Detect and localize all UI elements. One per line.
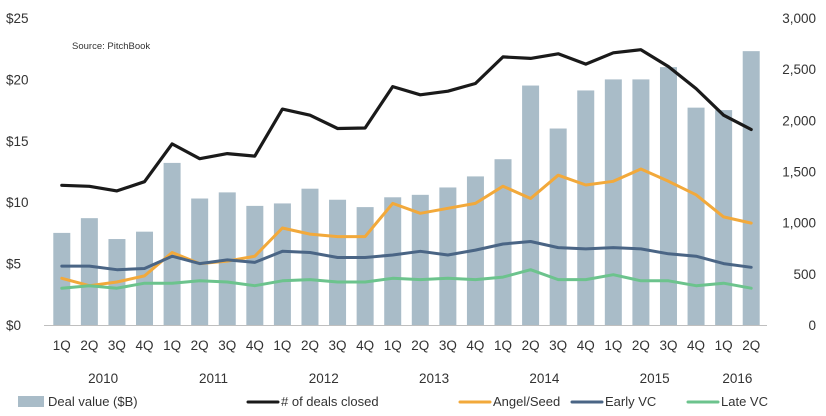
right-tick-label: 1,500 — [782, 165, 816, 180]
quarter-label: 2Q — [411, 338, 429, 353]
left-tick-label: $0 — [6, 318, 21, 333]
left-tick-label: $5 — [6, 257, 21, 272]
bar-deal-value — [522, 85, 540, 325]
quarter-label: 2Q — [80, 338, 98, 353]
left-tick-label: $10 — [6, 195, 29, 210]
quarter-label: 1Q — [604, 338, 622, 353]
year-label: 2010 — [88, 371, 118, 386]
quarter-label: 2Q — [742, 338, 760, 353]
legend-label: Late VC — [721, 394, 768, 409]
left-tick-label: $25 — [6, 11, 29, 26]
bar-deal-value — [246, 205, 264, 325]
quarter-label: 1Q — [384, 338, 402, 353]
bar-deal-value — [384, 197, 402, 325]
legend-swatch-deal-value — [18, 396, 44, 407]
left-tick-label: $15 — [6, 134, 29, 149]
bar-deal-value — [329, 199, 347, 325]
legend-label: Angel/Seed — [493, 394, 560, 409]
quarter-label: 3Q — [218, 338, 236, 353]
bar-deal-value — [632, 79, 650, 326]
quarter-label: 2Q — [522, 338, 540, 353]
quarter-label: 1Q — [53, 338, 71, 353]
quarter-label: 1Q — [273, 338, 291, 353]
bar-deal-value — [577, 90, 595, 326]
line-late-vc — [60, 268, 753, 290]
quarter-label: 2Q — [632, 338, 650, 353]
bar-deal-value — [356, 207, 374, 325]
quarter-label: 3Q — [659, 338, 677, 353]
quarter-label: 4Q — [356, 338, 374, 353]
quarter-label: 3Q — [439, 338, 457, 353]
line-angel-seed — [60, 167, 753, 288]
year-label: 2014 — [529, 371, 560, 386]
source-note: Source: PitchBook — [72, 41, 150, 52]
legend: Deal value ($B) # of deals closed Angel/Se… — [18, 394, 768, 409]
quarter-label: 4Q — [466, 338, 484, 353]
bar-deal-value — [136, 231, 154, 325]
right-tick-label: 0 — [808, 318, 816, 333]
bar-deal-value — [604, 79, 622, 326]
bar-deal-value — [411, 194, 429, 325]
lines-layer — [60, 48, 753, 290]
bar-deal-value — [659, 67, 677, 326]
quarter-label: 2Q — [301, 338, 319, 353]
quarter-label: 3Q — [108, 338, 126, 353]
line-of-deals-closed — [60, 48, 753, 193]
bar-deal-value — [549, 128, 567, 325]
right-tick-label: 3,000 — [782, 11, 816, 26]
quarter-label: 3Q — [329, 338, 347, 353]
year-label: 2011 — [199, 371, 228, 386]
year-label: 2015 — [640, 371, 670, 386]
right-tick-label: 2,500 — [782, 62, 816, 77]
quarter-label: 1Q — [494, 338, 512, 353]
bar-deal-value — [273, 203, 291, 325]
legend-label: Early VC — [605, 394, 656, 409]
bar-deal-value — [80, 218, 98, 325]
legend-label: Deal value ($B) — [48, 394, 138, 409]
year-label: 2013 — [419, 371, 449, 386]
quarter-label: 1Q — [163, 338, 181, 353]
quarter-label: 1Q — [715, 338, 733, 353]
quarter-label: 4Q — [246, 338, 264, 353]
bar-deal-value — [687, 107, 705, 325]
year-label: 2016 — [722, 371, 752, 386]
quarter-label: 4Q — [136, 338, 154, 353]
quarter-label: 4Q — [687, 338, 705, 353]
right-tick-label: 1,000 — [782, 216, 816, 231]
bar-deal-value — [191, 198, 209, 325]
quarter-label: 4Q — [577, 338, 595, 353]
axes-layer: $0 $5 $10 $15 $20 $25 0 500 1,000 1,500 2,000 2,500… — [6, 11, 816, 386]
bar-deal-value — [494, 159, 512, 325]
quarter-label: 2Q — [191, 338, 209, 353]
right-tick-label: 500 — [793, 267, 816, 282]
legend-label: # of deals closed — [281, 394, 379, 409]
line-early-vc — [60, 240, 753, 272]
right-tick-label: 2,000 — [782, 113, 816, 128]
bar-deal-value — [301, 188, 319, 325]
bar-deal-value — [163, 162, 181, 325]
quarter-label: 3Q — [549, 338, 567, 353]
bar-deal-value — [742, 51, 760, 325]
year-label: 2012 — [309, 371, 339, 386]
left-tick-label: $20 — [6, 72, 29, 87]
